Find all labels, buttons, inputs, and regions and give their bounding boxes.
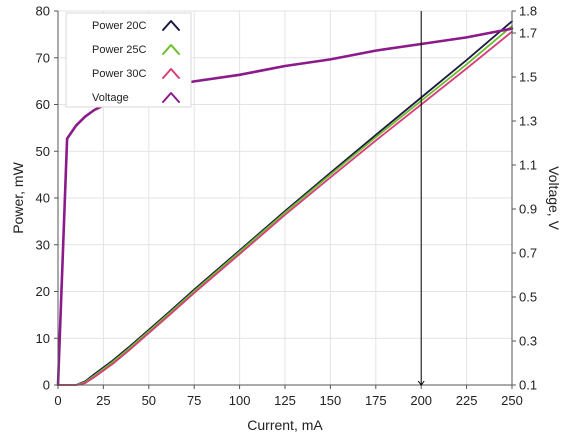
series-line-power-25c [57,25,513,386]
y-tick-label: 10 [36,331,50,346]
x-tick-label: 125 [274,393,296,408]
legend-label: Power 20C [92,20,146,32]
series-line-power-20c [57,20,513,386]
y-axis-title: Power, mW [10,161,26,233]
y2-axis-title: Voltage, V [546,166,561,230]
y2-tick-label: 1.7 [519,26,537,41]
x-tick-label: 200 [410,393,432,408]
legend-chevron-icon [162,92,180,103]
x-tick-label: 25 [96,393,110,408]
y-tick-label: 30 [36,237,50,252]
legend-box [65,12,192,108]
x-tick-label: 0 [54,393,61,408]
marker-line-arrow-icon [417,380,425,386]
y2-tick-label: 1.8 [519,4,537,19]
y-tick-label: 60 [36,97,50,112]
tick-labels: 0 25 50 75 100 125 150 175 200 225 250 0 10 20 30 40 50 6… [36,4,538,409]
x-tick-label: 75 [187,393,201,408]
y2-tick-label: 1.5 [519,70,537,85]
x-tick-label: 100 [229,393,251,408]
legend-label: Power 25C [92,44,146,56]
series-line-power-30c [57,30,513,386]
y-tick-label: 40 [36,191,50,206]
x-tick-label: 250 [501,393,523,408]
y-tick-label: 0 [43,378,50,393]
y-tick-label: 20 [36,284,50,299]
y-tick-label: 50 [36,144,50,159]
legend-chevron-icon [162,68,180,79]
y-tick-label: 80 [36,4,50,19]
legend-label: Power 30C [92,68,146,80]
legend-chevron-icon [162,44,180,55]
x-tick-label: 150 [320,393,342,408]
y-tick-label: 70 [36,50,50,65]
legend-chevron-icon [162,20,180,31]
y2-tick-label: 0.3 [519,334,537,349]
axes [54,10,516,389]
x-tick-label: 225 [456,393,478,408]
legend-label: Voltage [92,92,129,104]
y2-tick-label: 0.5 [519,290,537,305]
y2-tick-label: 0.1 [519,378,537,393]
y2-tick-label: 0.9 [519,202,537,217]
x-axis-title: Current, mA [247,417,323,433]
y2-tick-label: 1.1 [519,158,537,173]
x-tick-label: 50 [142,393,156,408]
x-tick-label: 175 [365,393,387,408]
legend: Power 20C Power 25C Power 30C Voltage [65,12,192,108]
y2-tick-label: 1.3 [519,114,537,129]
y2-tick-label: 0.7 [519,246,537,261]
